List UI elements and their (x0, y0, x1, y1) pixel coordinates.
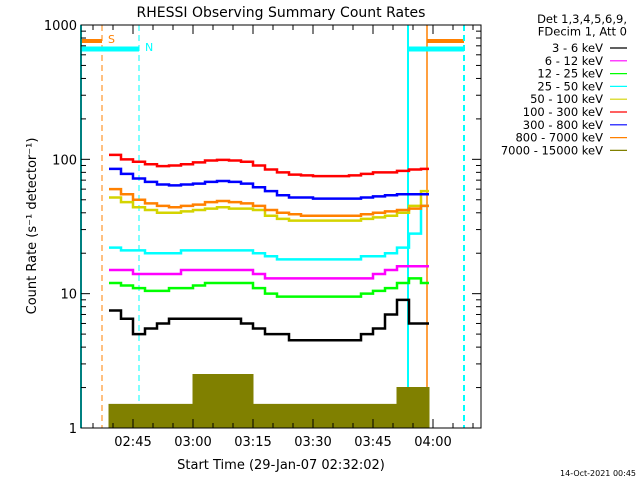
y-tick-label: 10 (60, 288, 77, 303)
y-axis-label: Count Rate (s⁻¹ detector⁻¹) (25, 138, 40, 315)
legend-label: 12 - 25 keV (537, 67, 603, 81)
x-tick-label: 03:15 (234, 435, 271, 450)
saa-label: S (108, 33, 115, 46)
legend-label: 800 - 7000 keV (515, 131, 603, 145)
x-tick-label: 04:00 (414, 435, 451, 450)
x-tick-label: 03:30 (294, 435, 331, 450)
series-3-6-kev-line (109, 298, 429, 342)
series-300-800-kev-line (109, 167, 429, 200)
series-800-7000-kev-line (109, 187, 429, 218)
timestamp: 14-Oct-2021 00:45 (560, 469, 636, 478)
legend-header: Det 1,3,4,5,6,9, (537, 12, 627, 26)
x-tick-label: 02:45 (114, 435, 151, 450)
legend-label: 25 - 50 keV (537, 79, 603, 93)
chart-title: RHESSI Observing Summary Count Rates (137, 5, 426, 21)
series-12-25-kev-line (109, 277, 429, 298)
x-tick-label: 03:45 (354, 435, 391, 450)
x-axis-label: Start Time (29-Jan-07 02:32:02) (177, 458, 385, 473)
plot-frame (80, 24, 482, 429)
series-6-12-kev-line (109, 264, 429, 280)
legend-label: 3 - 6 keV (552, 41, 603, 55)
series-100-300-kev-line (109, 153, 429, 178)
legend-label: 6 - 12 keV (545, 54, 603, 68)
y-tick-label: 100 (52, 153, 77, 168)
series-25-50-kev-line (109, 204, 429, 261)
legend-header: FDecim 1, Att 0 (538, 25, 627, 39)
legend-label: 300 - 800 keV (523, 118, 603, 132)
night-label: N (145, 41, 153, 54)
legend-label: 7000 - 15000 keV (501, 143, 603, 157)
legend-label: 100 - 300 keV (523, 105, 603, 119)
legend-label: 50 - 100 keV (530, 92, 603, 106)
x-tick-label: 03:00 (174, 435, 211, 450)
legend: Det 1,3,4,5,6,9,FDecim 1, Att 0 3 - 6 keV… (501, 12, 627, 157)
y-tick-label: 1000 (44, 19, 77, 34)
y-tick-label: 1 (69, 422, 77, 437)
series-7000-15000-kev-area (108, 374, 430, 429)
